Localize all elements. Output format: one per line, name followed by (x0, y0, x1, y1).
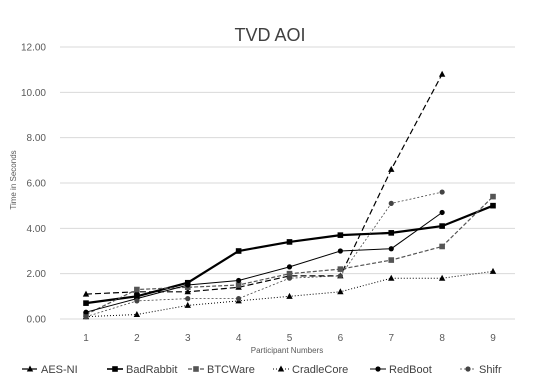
legend-label: RedBoot (389, 364, 432, 376)
data-point (83, 309, 89, 315)
y-tick-label: 2.00 (27, 269, 47, 280)
y-tick-label: 4.00 (27, 224, 47, 235)
data-point (83, 300, 89, 306)
legend-item: CradleCore (273, 364, 348, 376)
x-tick-label: 6 (338, 333, 344, 344)
data-point (286, 275, 293, 281)
data-point (490, 202, 496, 209)
legend-marker (465, 366, 471, 372)
data-point (236, 277, 242, 284)
legend-label: BadRabbit (126, 364, 177, 376)
data-point (439, 243, 445, 250)
data-point (388, 200, 394, 206)
data-point (388, 257, 395, 263)
data-point (134, 298, 140, 304)
x-axis-title: Participant Numbers (251, 346, 323, 355)
x-tick-label: 7 (388, 333, 394, 344)
legend-item: RedBoot (370, 364, 432, 376)
legend-item: AES-NI (22, 364, 78, 376)
x-tick-label: 4 (236, 333, 242, 344)
data-point (388, 165, 395, 172)
legend-item: BTCWare (188, 364, 255, 376)
gridlines (60, 46, 515, 320)
legend-label: AES-NI (41, 364, 78, 376)
data-point (185, 296, 191, 302)
data-point (337, 288, 344, 295)
series-line (85, 191, 443, 318)
y-tick-label: 12.00 (21, 43, 46, 54)
data-point (388, 230, 395, 236)
x-tick-label: 2 (134, 333, 140, 344)
data-point (337, 266, 344, 272)
data-point (286, 239, 293, 245)
x-tick-label: 8 (439, 333, 445, 344)
data-point (439, 189, 445, 195)
data-point (184, 301, 191, 308)
series-group (82, 70, 497, 320)
legend-label: CradleCore (292, 364, 348, 376)
legend-item: Shifr (460, 364, 502, 376)
data-point (184, 288, 191, 295)
data-point (286, 292, 293, 299)
y-axis-ticks: 0.00 2.00 4.00 6.00 8.00 10.00 12.00 (21, 43, 46, 326)
legend-marker (193, 366, 199, 372)
data-point (439, 209, 445, 216)
x-tick-label: 9 (490, 333, 496, 344)
data-point (235, 282, 242, 288)
data-point (133, 310, 141, 317)
data-point (337, 273, 343, 279)
x-axis-ticks: 1 2 3 4 5 6 7 8 9 (83, 333, 496, 344)
legend-marker (375, 366, 381, 372)
data-point (439, 223, 445, 229)
data-point (337, 248, 343, 254)
legend-label: Shifr (479, 364, 502, 376)
data-point (286, 270, 293, 277)
x-tick-label: 3 (185, 333, 191, 344)
data-point (82, 290, 90, 297)
legend-marker (277, 365, 285, 372)
data-point (134, 286, 140, 293)
legend: AES-NI BadRabbit BTCWare CradleCore RedBoot S… (22, 364, 502, 376)
data-point (490, 193, 496, 200)
y-axis-title: Time in Seconds (9, 150, 18, 209)
x-tick-label: 5 (287, 333, 293, 344)
data-point (438, 274, 446, 281)
legend-label: BTCWare (207, 364, 255, 376)
y-tick-label: 0.00 (27, 315, 47, 326)
data-point (185, 282, 191, 288)
y-tick-label: 8.00 (27, 133, 47, 144)
y-tick-label: 10.00 (21, 88, 46, 99)
data-point (83, 314, 89, 320)
data-point (286, 264, 293, 270)
chart-title: TVD AOI (234, 25, 305, 45)
legend-marker (112, 366, 118, 372)
data-point (388, 274, 395, 281)
legend-item: BadRabbit (107, 364, 177, 376)
y-tick-label: 6.00 (27, 179, 47, 190)
data-point (236, 296, 242, 302)
series-line (85, 73, 443, 295)
data-point (337, 232, 344, 238)
series-redboot (83, 209, 445, 315)
series-line (85, 212, 443, 313)
x-tick-label: 1 (83, 333, 89, 344)
series-shifr (83, 189, 445, 320)
legend-marker (26, 365, 34, 372)
data-point (388, 246, 394, 252)
data-point (489, 267, 497, 274)
data-point (235, 248, 242, 254)
data-point (438, 70, 446, 77)
